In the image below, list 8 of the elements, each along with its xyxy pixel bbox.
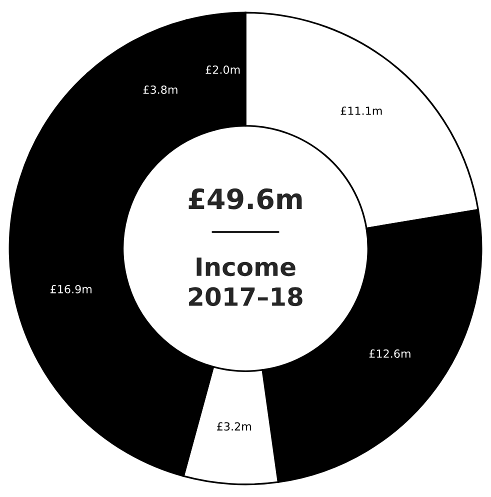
data-label: £2.0m [206,65,240,74]
data-label: £11.1m [340,106,382,115]
data-label: £12.6m [369,349,410,358]
text: £49.6m [188,188,302,210]
data-label: £3.2m [217,422,251,431]
text: Income 2017–18 [189,258,302,306]
data-label: £16.9m [50,284,92,294]
data-label: £3.8m [143,85,178,94]
